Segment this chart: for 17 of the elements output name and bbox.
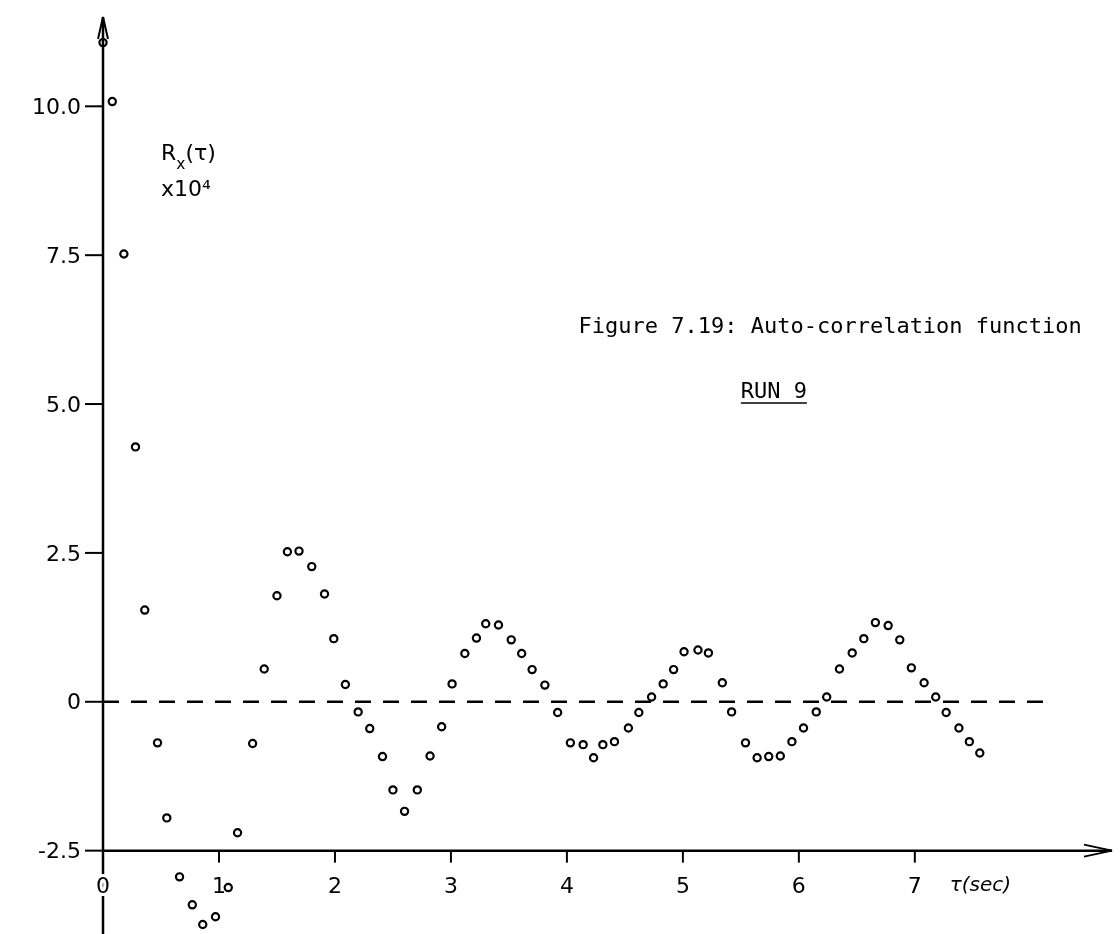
x-tick-label: 1	[211, 872, 226, 898]
y-tick-label: -2.5	[38, 838, 81, 864]
y-tick-label: 0	[67, 689, 81, 715]
x-tick-label: 5	[675, 872, 690, 898]
x-tick-label: 4	[559, 872, 574, 898]
x-tick-label: 7	[907, 872, 922, 898]
x-tick-label: 6	[791, 872, 806, 898]
text: RUN 9	[740, 378, 808, 404]
y-tick-label: 2.5	[46, 540, 81, 566]
y-tick-label: 7.5	[46, 242, 81, 268]
text: Figure 7.19: Auto-correlation function	[578, 312, 1082, 338]
x-axis-title: τ(sec)	[949, 871, 1012, 896]
y-tick-label: 5.0	[46, 391, 81, 417]
x-tick-label: 2	[327, 872, 342, 898]
x-tick-label: 3	[443, 872, 458, 898]
y-axis-title: R$_{x}$(τ) x10⁴	[161, 139, 216, 201]
y-tick-label: 10.0	[32, 94, 81, 120]
